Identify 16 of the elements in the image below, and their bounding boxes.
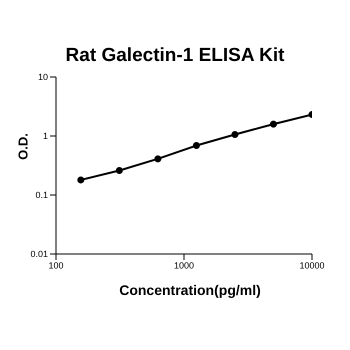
y-tick-label: 1 xyxy=(42,131,48,142)
x-axis-title: Concentration(pg/ml) xyxy=(118,282,262,298)
point xyxy=(77,176,84,184)
y-tick-label: 10 xyxy=(38,72,48,82)
y-tick-label: 0.01 xyxy=(30,249,48,260)
point xyxy=(116,167,123,174)
x-tick-label: 100 xyxy=(48,260,64,270)
x-tick-label: 1000 xyxy=(174,260,194,270)
point xyxy=(154,155,162,162)
x-tick-label: 10000 xyxy=(299,260,325,270)
point xyxy=(231,131,238,138)
point xyxy=(270,120,277,128)
y-tick-label: 0.1 xyxy=(35,190,48,200)
chart-title: Rat Galectin-1 ELISA Kit xyxy=(64,45,286,67)
point xyxy=(192,142,200,150)
y-axis-title: O.D. xyxy=(16,132,30,162)
